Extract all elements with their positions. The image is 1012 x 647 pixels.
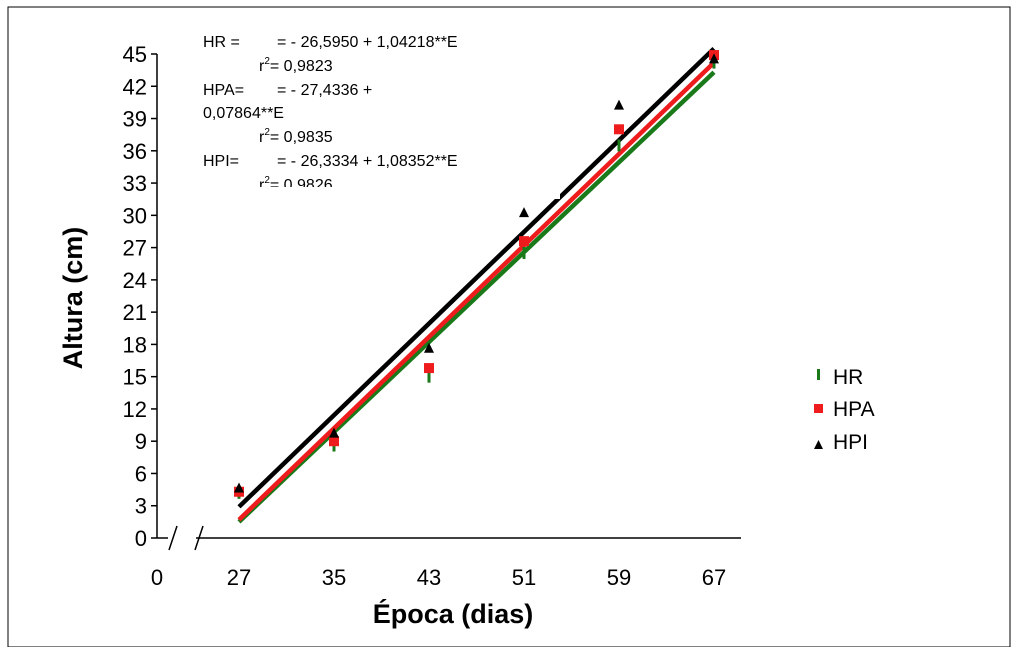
- x-tick-label: 51: [512, 565, 536, 590]
- eq-hpi-r2-exp: 2: [264, 175, 270, 186]
- point-hpa: [519, 236, 529, 247]
- axis-break-mark: [168, 525, 178, 551]
- x-tick-label: 67: [702, 565, 726, 590]
- point-hpi: [709, 53, 719, 64]
- eq-hpa-r2-value: = 0,9835: [270, 129, 333, 146]
- legend-label-hr: HR: [833, 366, 863, 389]
- eq-hpi-label: HPI=: [203, 153, 239, 170]
- eq-hr-r2-symbol: r: [259, 58, 265, 75]
- point-hr: [522, 246, 526, 259]
- point-hpa: [614, 124, 624, 135]
- x-tick-label: 0: [151, 565, 163, 590]
- x-axis-ticks: 0 27 35 43 51 59 67: [151, 565, 726, 590]
- legend-label-hpa: HPA: [833, 398, 875, 421]
- axes: [156, 54, 741, 551]
- equation-annotations: HR = = - 26,5950 + 1,04218**E r2= 0,9823…: [203, 34, 560, 199]
- eq-hr-r2: r2= 0,9823: [259, 56, 333, 75]
- legend-item-hr: HR: [817, 366, 863, 389]
- y-tick-label: 18: [123, 332, 147, 357]
- y-tick-label: 45: [123, 42, 147, 67]
- legend-marker-hpi: [814, 440, 823, 449]
- eq-hr-value: = - 26,5950 + 1,04218**E: [277, 34, 458, 51]
- y-tick-label: 0: [135, 526, 147, 551]
- y-tick-label: 36: [123, 139, 147, 164]
- y-tick-label: 21: [123, 300, 147, 325]
- eq-hpa-r2-symbol: r: [259, 129, 265, 146]
- eq-hr-r2-value: = 0,9823: [270, 58, 333, 75]
- eq-hpa-value-cont: 0,07864**E: [203, 105, 284, 122]
- data-points: [234, 50, 719, 499]
- fit-line-hpa: [237, 60, 716, 522]
- point-hpi: [234, 482, 244, 493]
- point-hpa: [329, 436, 339, 447]
- eq-clip-mask: [230, 187, 560, 199]
- y-tick-label: 12: [123, 397, 147, 422]
- y-tick-label: 27: [123, 236, 147, 261]
- point-hpi: [519, 207, 529, 218]
- legend-marker-hpa: [814, 404, 823, 413]
- y-tick-label: 9: [135, 429, 147, 454]
- eq-hpi-value: = - 26,3334 + 1,08352**E: [277, 153, 458, 170]
- point-hr: [617, 139, 621, 152]
- legend: HR HPA HPI: [814, 366, 875, 454]
- point-hpi: [424, 342, 434, 353]
- y-tick-label: 24: [123, 268, 147, 293]
- y-tick-label: 30: [123, 203, 147, 228]
- point-hpi: [329, 427, 339, 438]
- eq-hr-label: HR =: [203, 34, 240, 51]
- eq-hpa-label: HPA=: [203, 82, 244, 99]
- y-tick-label: 42: [123, 74, 147, 99]
- legend-marker-hr: [817, 369, 820, 380]
- fit-line-hpi: [237, 47, 716, 509]
- x-tick-label: 59: [607, 565, 631, 590]
- point-hpi: [614, 99, 624, 110]
- x-tick-label: 43: [417, 565, 441, 590]
- x-tick-label: 35: [322, 565, 346, 590]
- eq-hpa-r2: r2= 0,9835: [259, 127, 333, 146]
- eq-hr-r2-exp: 2: [264, 56, 270, 67]
- x-tick-label: 27: [227, 565, 251, 590]
- y-tick-label: 39: [123, 107, 147, 132]
- y-tick-label: 3: [135, 494, 147, 519]
- eq-hpa-r2-exp: 2: [264, 127, 270, 138]
- point-hr: [427, 370, 431, 383]
- y-tick-label: 15: [123, 365, 147, 390]
- y-tick-label: 6: [135, 461, 147, 486]
- y-axis-title: Altura (cm): [58, 227, 88, 370]
- regression-lines: [237, 47, 716, 524]
- x-axis-title: Época (dias): [373, 598, 534, 629]
- legend-item-hpi: HPI: [814, 431, 868, 454]
- legend-label-hpi: HPI: [833, 431, 868, 454]
- eq-hpa-value: = - 27,4336 +: [277, 82, 372, 99]
- y-tick-label: 33: [123, 171, 147, 196]
- legend-item-hpa: HPA: [814, 398, 875, 421]
- fit-line-hr: [237, 70, 716, 524]
- point-hpa: [424, 363, 434, 374]
- chart-frame: [7, 6, 1011, 647]
- eq-hpi-r2-symbol: r: [259, 177, 265, 194]
- axis-break-mark: [194, 525, 204, 551]
